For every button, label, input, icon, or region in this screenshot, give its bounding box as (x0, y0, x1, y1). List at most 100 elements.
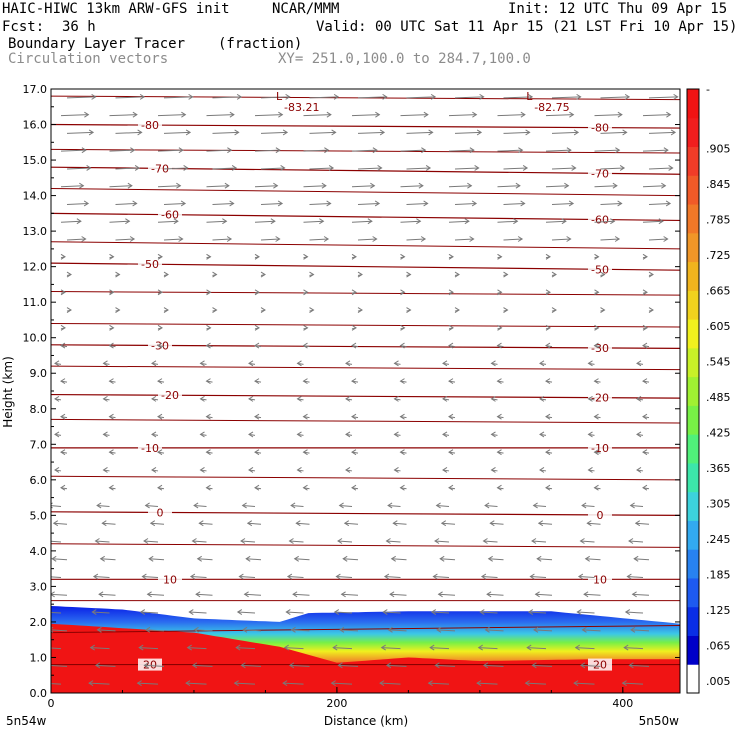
vector-arrow (448, 147, 475, 154)
vector-shaft (433, 576, 450, 579)
vector-head (186, 644, 192, 651)
vector-shaft (260, 167, 285, 170)
vector-head (486, 591, 492, 598)
vector-shaft (237, 611, 256, 614)
vector-arrow (157, 413, 165, 420)
vector-arrow (238, 573, 256, 580)
vector-arrow (254, 218, 276, 225)
y-tick-label: 16.0 (23, 119, 48, 132)
vector-arrow (454, 236, 475, 242)
vector-head (229, 200, 235, 207)
vector-shaft (642, 220, 663, 223)
vector-arrow (454, 200, 478, 207)
vector-head (137, 129, 143, 136)
vector-arrow (109, 253, 115, 260)
vector-arrow (434, 538, 450, 544)
forecast-hour: 36 h (62, 19, 96, 35)
vector-head (51, 591, 55, 598)
vector-shaft (351, 220, 372, 223)
colorbar-tick-label: .845 (706, 178, 731, 191)
vector-shaft (454, 202, 477, 205)
vector-head (66, 307, 72, 313)
vector-arrow (248, 431, 256, 438)
vector-head (91, 609, 97, 615)
vector-head (345, 395, 351, 402)
vector-head (503, 307, 509, 313)
vector-arrow (303, 111, 332, 118)
vector-head (490, 360, 496, 367)
vector-arrow (199, 360, 207, 367)
vector-head (497, 324, 503, 331)
vector-shaft (575, 647, 595, 650)
vector-arrow (600, 165, 626, 171)
vector-head (593, 378, 599, 385)
vector-arrow (212, 307, 218, 313)
vector-arrow (600, 236, 621, 242)
vector-shaft (196, 593, 213, 596)
vector-shaft (386, 664, 407, 667)
vector-shaft (448, 185, 472, 188)
contour-label: -10 (141, 442, 159, 455)
y-tick-label: 14.0 (23, 190, 48, 203)
vector-arrow (593, 484, 601, 491)
vector-arrow (282, 680, 304, 687)
vector-shaft (454, 96, 484, 99)
vector-head (399, 378, 405, 385)
vector-head (234, 129, 240, 136)
vector-arrow (206, 111, 235, 118)
vector-head (619, 165, 626, 171)
contour-20: 20 20 (51, 658, 680, 672)
vector-head (240, 662, 246, 669)
vector-head (206, 253, 212, 260)
vector-shaft (90, 647, 110, 650)
vector-arrow (630, 626, 650, 633)
colorbar-swatch (687, 549, 699, 579)
vector-shaft (477, 682, 498, 685)
vector-arrow (260, 271, 266, 278)
colorbar-swatch (687, 290, 699, 320)
vector-shaft (551, 238, 571, 241)
vector-shaft (247, 522, 262, 525)
vector-arrow (188, 609, 207, 615)
vector-head (66, 271, 72, 278)
vector-head (309, 271, 315, 278)
vector-shaft (66, 238, 86, 241)
vector-shaft (163, 202, 186, 205)
valid-time: Valid: 00 UTC Sat 11 Apr 15 (21 LST Fri … (316, 19, 738, 35)
vector-arrow (437, 591, 456, 598)
vector-head (434, 538, 440, 544)
vector-head (108, 378, 114, 385)
vector-shaft (533, 629, 553, 632)
vector-arrow (593, 342, 601, 349)
vector-head (248, 395, 254, 402)
vector-shaft (545, 220, 566, 223)
vector-head (102, 395, 108, 402)
vector-head (423, 111, 429, 118)
vector-head (400, 289, 406, 296)
vector-arrow (482, 538, 498, 544)
vector-arrow (60, 449, 68, 456)
vector-head (351, 324, 357, 331)
vector-shaft (296, 522, 310, 525)
colorbar-tick-label: .725 (706, 249, 731, 262)
vector-head (282, 129, 289, 136)
vector-head (454, 307, 460, 313)
vector-arrow (642, 111, 672, 118)
vector-arrow (205, 342, 213, 349)
vector-shaft (190, 576, 207, 579)
contour-line-minor (51, 624, 680, 634)
vector-arrow (54, 395, 62, 402)
vector-head (428, 129, 434, 136)
vector-arrow (379, 680, 401, 687)
vector-shaft (431, 611, 450, 614)
vector-shaft (139, 647, 159, 650)
vector-head (212, 271, 218, 278)
vector-shaft (157, 149, 183, 152)
contour-line-minor (51, 543, 680, 548)
vector-head (615, 147, 621, 154)
vector-shaft (357, 131, 385, 134)
colorbar-swatch (687, 117, 699, 148)
vector-arrow (66, 165, 92, 171)
vector-head (98, 591, 104, 598)
vector-head (636, 360, 642, 367)
